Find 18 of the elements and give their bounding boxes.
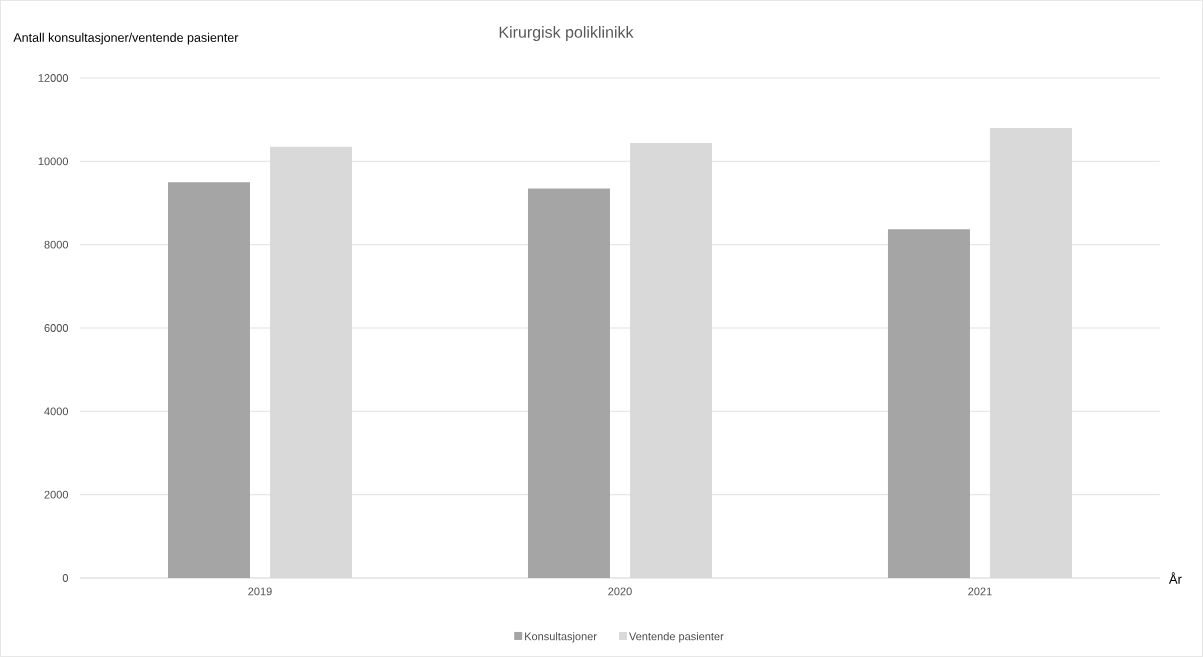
legend-label: Konsultasjoner [525,632,597,643]
x-tick-label: 2019 [248,587,272,596]
chart-title: Kirurgisk poliklinikk [499,26,634,41]
x-tick-label: 2021 [968,587,992,596]
x-axis-title: År [1168,572,1182,584]
bar [887,229,970,578]
y-tick-label: 12000 [38,74,69,82]
bar [168,182,250,578]
y-tick-label: 0 [62,574,69,582]
y-tick-label: 10000 [38,157,69,166]
legend-label: Ventende pasienter [629,632,724,643]
y-tick-label: 2000 [44,490,69,499]
x-tick-label: 2020 [608,587,632,596]
y-tick-label: 6000 [44,324,69,332]
y-axis-title: Antall konsultasjoner/ventende pasienter [13,32,239,45]
y-tick-label: 8000 [44,240,69,249]
y-tick-label: 4000 [44,407,69,416]
bar [527,188,610,578]
